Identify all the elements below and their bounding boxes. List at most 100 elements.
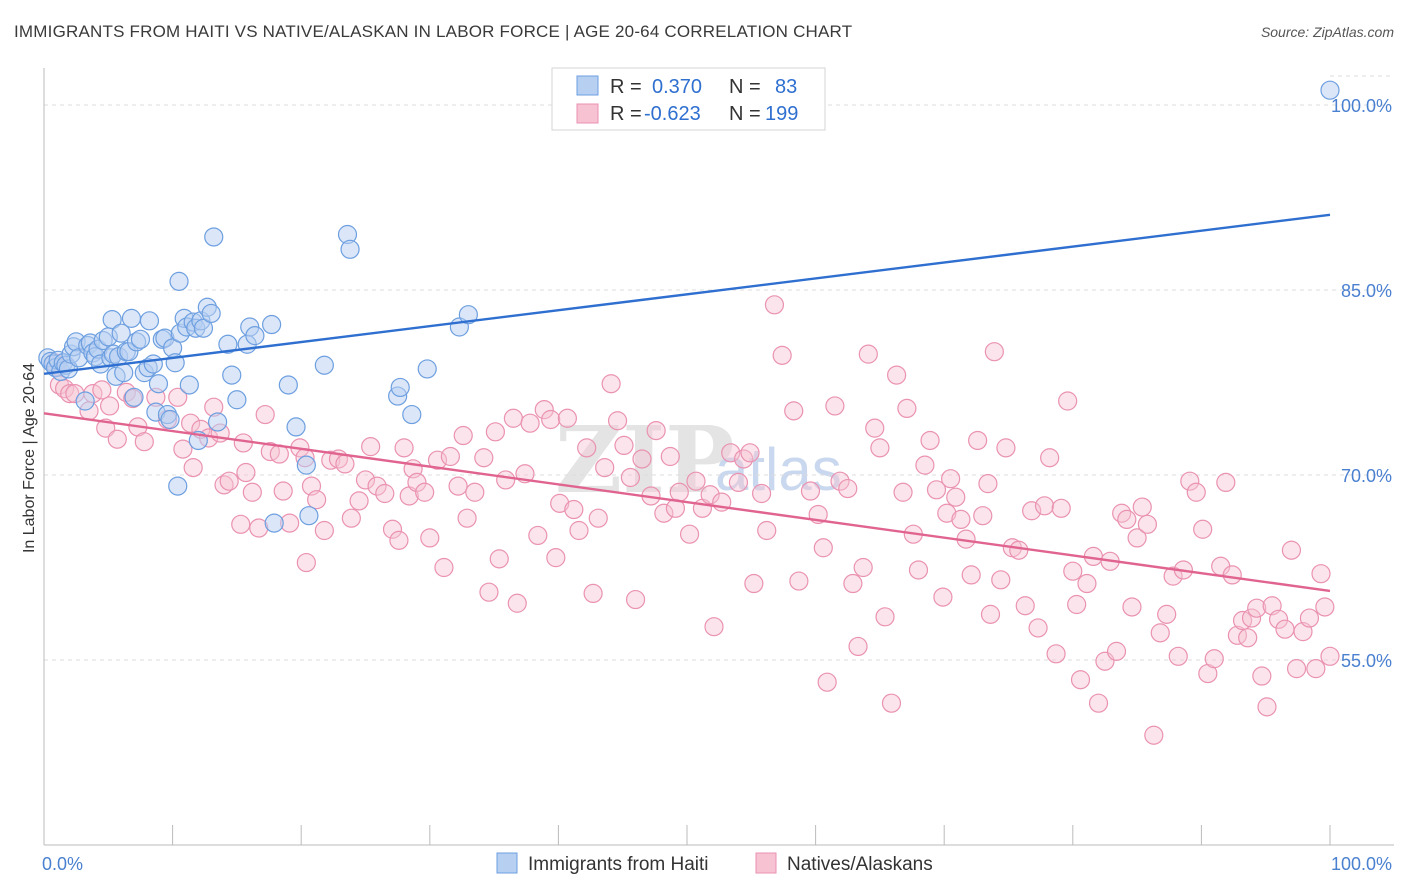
native-point-36 [273, 481, 293, 501]
native-point-70 [485, 422, 505, 442]
native-point-125 [843, 573, 863, 594]
native-point-54 [389, 530, 409, 550]
y-tick-label-3: 100.0% [1331, 96, 1392, 116]
native-point-31 [242, 482, 262, 502]
native-point-141 [933, 587, 953, 607]
native-point-210 [1315, 597, 1335, 617]
stats-legend: R = 0.370 N = 83 R = -0.623 N = 199 [551, 67, 826, 131]
native-point-162 [1046, 644, 1066, 664]
native-point-144 [946, 487, 966, 507]
haiti-point-28 [114, 363, 134, 383]
native-point-177 [1127, 528, 1147, 548]
trend-lines [43, 213, 1331, 593]
native-point-117 [789, 571, 809, 591]
native-point-133 [887, 365, 907, 385]
native-point-26 [214, 475, 234, 495]
native-point-176 [1122, 597, 1142, 617]
native-point-168 [1077, 573, 1097, 594]
haiti-point-38 [143, 354, 163, 374]
native-point-132 [881, 693, 902, 713]
axes [43, 68, 1394, 846]
native-point-58 [407, 472, 427, 492]
native-point-166 [1067, 594, 1087, 615]
native-point-85 [577, 438, 597, 458]
native-point-8 [92, 380, 112, 400]
native-point-188 [1193, 519, 1213, 539]
native-point-68 [474, 448, 494, 468]
native-trend-line [43, 412, 1331, 593]
native-point-154 [996, 438, 1016, 458]
native-point-113 [757, 520, 777, 541]
native-point-130 [870, 438, 890, 458]
haiti-point-31 [121, 308, 142, 328]
native-point-197 [1241, 608, 1262, 628]
native-point-99 [665, 498, 686, 518]
native-point-111 [744, 573, 764, 594]
y-tick-label-1: 70.0% [1341, 466, 1392, 486]
native-point-59 [415, 482, 435, 502]
native-point-174 [1112, 503, 1132, 523]
bottom-legend-haiti-label: Immigrants from Haiti [528, 854, 709, 875]
native-point-50 [361, 437, 381, 457]
native-point-123 [830, 471, 850, 491]
native-point-184 [1168, 646, 1188, 666]
haiti-point-61 [208, 412, 228, 432]
native-point-102 [686, 471, 706, 491]
native-point-112 [751, 483, 772, 504]
native-point-10 [99, 396, 120, 416]
native-point-127 [853, 557, 873, 578]
legend-haiti-r-value: 0.370 [652, 76, 702, 98]
haiti-point-76 [340, 239, 360, 259]
native-point-129 [865, 418, 885, 438]
native-point-100 [669, 482, 689, 502]
native-point-60 [420, 528, 440, 548]
native-point-190 [1204, 649, 1224, 669]
native-point-47 [341, 508, 361, 528]
legend-native-swatch [576, 103, 599, 124]
legend-native-n-label: N = [729, 103, 761, 125]
haiti-series [38, 80, 1340, 533]
haiti-point-71 [286, 417, 306, 437]
y-tick-label-2: 85.0% [1341, 281, 1392, 301]
bottom-legend-native-swatch [755, 852, 777, 874]
native-point-122 [825, 396, 845, 416]
native-point-209 [1311, 564, 1331, 584]
native-point-124 [838, 478, 858, 499]
native-point-175 [1117, 509, 1137, 530]
native-point-202 [1268, 609, 1289, 629]
native-point-204 [1281, 540, 1302, 560]
haiti-point-47 [168, 476, 188, 496]
native-point-63 [440, 446, 460, 467]
native-point-193 [1222, 565, 1242, 585]
haiti-point-52 [179, 375, 199, 395]
native-point-140 [926, 480, 947, 500]
haiti-point-34 [130, 329, 151, 349]
native-point-180 [1144, 725, 1164, 745]
native-series [44, 295, 1340, 745]
y-tick-labels: 55.0% 70.0% 85.0% 100.0% [1331, 96, 1392, 671]
native-point-11 [107, 429, 127, 449]
native-point-139 [920, 430, 940, 451]
native-point-33 [255, 404, 275, 425]
native-point-62 [434, 557, 454, 578]
native-point-134 [893, 482, 913, 502]
native-point-126 [848, 636, 868, 657]
native-point-86 [583, 583, 603, 604]
native-point-150 [978, 474, 998, 494]
native-point-89 [601, 374, 621, 394]
native-point-199 [1252, 666, 1272, 686]
native-point-30 [236, 462, 256, 483]
haiti-point-13 [75, 391, 95, 411]
native-point-143 [941, 469, 961, 489]
native-point-148 [968, 430, 988, 451]
native-point-94 [632, 449, 652, 469]
haiti-point-44 [160, 409, 180, 430]
native-point-186 [1180, 471, 1200, 491]
native-point-187 [1186, 482, 1206, 502]
native-point-163 [1051, 498, 1071, 518]
native-point-65 [453, 425, 473, 446]
native-point-55 [394, 438, 414, 458]
native-point-90 [607, 411, 628, 431]
native-point-131 [875, 607, 895, 627]
native-point-138 [915, 455, 935, 475]
